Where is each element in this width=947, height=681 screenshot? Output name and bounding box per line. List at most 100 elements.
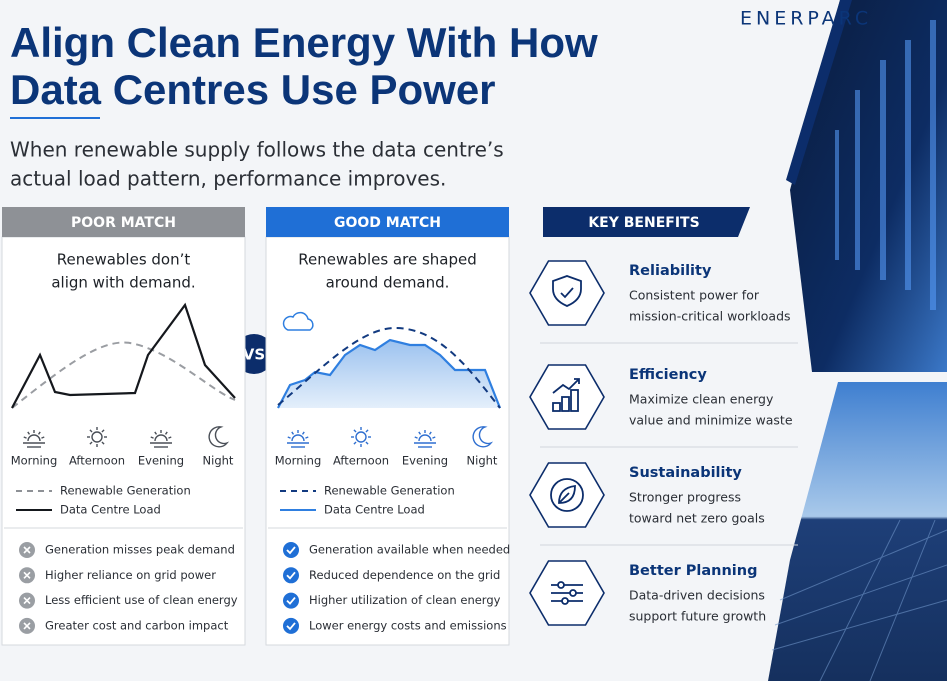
bullet-icon	[283, 567, 299, 584]
check	[286, 546, 296, 555]
time-label: Night	[203, 454, 234, 468]
panel-header	[2, 207, 245, 237]
ray	[150, 436, 154, 439]
time-label: Evening	[138, 454, 184, 468]
benefit-text: toward net zero goals	[629, 511, 765, 526]
bullet-text: Higher reliance on grid power	[45, 568, 216, 582]
time-icon	[150, 430, 172, 448]
title-underline	[10, 117, 100, 119]
time-label: Evening	[402, 454, 448, 468]
half-sun	[154, 434, 168, 442]
ray	[154, 431, 158, 435]
time-label: Afternoon	[333, 454, 389, 468]
knob	[561, 597, 569, 605]
brand: ENERPARC	[740, 8, 872, 30]
vs-text: VS	[243, 346, 265, 364]
ray	[418, 431, 422, 435]
panel-label: GOOD MATCH	[334, 215, 441, 231]
ray	[291, 431, 295, 435]
ray	[37, 431, 41, 435]
time-label: Night	[467, 454, 498, 468]
leaf	[558, 484, 576, 504]
time-icon	[87, 427, 107, 447]
cross	[23, 622, 31, 630]
bullet-text: Generation misses peak demand	[45, 543, 235, 557]
arrow	[552, 378, 580, 394]
title-line: Data Centres Use Power	[10, 66, 496, 113]
benefit-icon	[552, 275, 582, 307]
benefit-text: Maximize clean energy	[629, 392, 774, 407]
ray	[365, 441, 369, 445]
panel-heading: around demand.	[326, 274, 450, 292]
panel-label: POOR MATCH	[71, 215, 176, 231]
time-icon	[23, 430, 45, 448]
time-label: Morning	[275, 454, 322, 468]
ray	[365, 429, 369, 433]
ray	[305, 436, 309, 439]
ray	[168, 436, 172, 439]
benefit-icon	[552, 378, 580, 412]
time-icon	[472, 426, 494, 448]
bullet-text: Less efficient use of clean energy	[45, 593, 238, 607]
benefit-text: Stronger progress	[629, 490, 741, 505]
benefit-text: support future growth	[629, 609, 766, 624]
accent-stripe	[786, 0, 852, 185]
legend-label: Data Centre Load	[324, 503, 425, 517]
check	[286, 622, 296, 631]
load-line	[11, 302, 236, 409]
benefit-title: Efficiency	[629, 367, 707, 383]
time-icon	[414, 430, 436, 448]
bullet-text: Reduced dependence on the grid	[309, 568, 500, 582]
sun	[355, 431, 367, 443]
half-sun	[27, 434, 41, 442]
benefit-hexagon	[529, 260, 605, 326]
ray	[301, 431, 305, 435]
benefit-title: Sustainability	[629, 465, 742, 481]
bar-icon	[552, 402, 561, 412]
panel-heading: Renewables don’t	[57, 251, 191, 269]
server-image	[790, 0, 947, 372]
tick	[560, 287, 574, 299]
knob	[569, 589, 577, 597]
half-sun	[291, 434, 305, 442]
subtitle-line: actual load pattern, performance improve…	[10, 167, 446, 191]
subtitle-line: When renewable supply follows the data c…	[10, 138, 504, 162]
time-icon	[287, 430, 309, 448]
bullet-icon	[283, 592, 299, 609]
renewable-curve	[11, 341, 236, 409]
benefits-label: KEY BENEFITS	[588, 215, 699, 231]
cloud-icon	[282, 311, 314, 331]
ray	[89, 429, 93, 433]
bullet-text: Higher utilization of clean energy	[309, 593, 501, 607]
ray	[353, 441, 357, 445]
panel-heading: Renewables are shaped	[298, 251, 476, 269]
bullet-text: Greater cost and carbon impact	[45, 618, 229, 632]
ray	[164, 431, 168, 435]
moon	[208, 426, 230, 448]
panel	[1, 236, 246, 646]
ring	[550, 478, 584, 512]
ray	[353, 429, 357, 433]
ray	[101, 429, 105, 433]
shield	[552, 275, 582, 307]
bar-icon	[561, 396, 570, 412]
ray	[27, 431, 31, 435]
panel	[265, 236, 510, 646]
benefit-title: Better Planning	[629, 563, 757, 579]
ray	[428, 431, 432, 435]
bullet-text: Lower energy costs and emissions	[309, 618, 507, 632]
load-area	[278, 340, 500, 408]
title-line: Align Clean Energy With How	[10, 19, 598, 66]
bullet-text: Generation available when needed	[309, 543, 510, 557]
benefit-icon	[551, 581, 583, 605]
bullet-icon	[283, 617, 299, 634]
time-label: Morning	[11, 454, 58, 468]
time-icon	[208, 426, 230, 448]
cross	[23, 597, 31, 605]
benefit-text: Consistent power for	[629, 288, 760, 303]
ray	[414, 436, 418, 439]
benefit-text: Data-driven decisions	[629, 588, 765, 603]
cross	[23, 571, 31, 579]
